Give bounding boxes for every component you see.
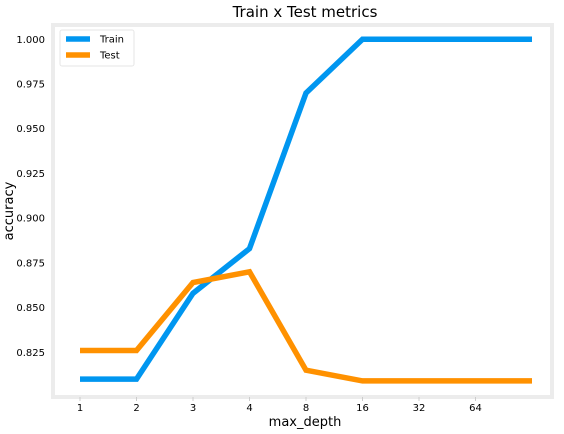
y-tick-label: 1.000 bbox=[16, 35, 45, 46]
x-tick-label: 16 bbox=[356, 403, 369, 414]
legend-label-train: Train bbox=[99, 35, 124, 46]
x-tick-label: 1 bbox=[77, 403, 83, 414]
series-line-train bbox=[80, 36, 532, 382]
y-axis-label: accuracy bbox=[2, 181, 17, 240]
legend: Train Test bbox=[59, 29, 135, 67]
x-tick-label: 8 bbox=[303, 403, 309, 414]
series-layer bbox=[80, 36, 532, 384]
x-tick-label: 2 bbox=[133, 403, 139, 414]
x-tick-label: 3 bbox=[190, 403, 196, 414]
x-axis-label: max_depth bbox=[269, 415, 342, 430]
y-tick-label: 0.925 bbox=[16, 169, 45, 180]
chart-title: Train x Test metrics bbox=[232, 3, 378, 21]
y-tick-label: 0.900 bbox=[16, 214, 45, 225]
x-tick-label: 32 bbox=[413, 403, 426, 414]
plot-frame bbox=[51, 23, 554, 399]
legend-label-test: Test bbox=[99, 51, 120, 62]
series-line-test bbox=[80, 268, 532, 384]
x-axis: 1 2 3 4 8 16 32 64 bbox=[77, 397, 482, 414]
y-tick-label: 0.825 bbox=[16, 348, 45, 359]
y-tick-label: 0.950 bbox=[16, 124, 45, 135]
y-tick-label: 0.975 bbox=[16, 80, 45, 91]
y-tick-label: 0.850 bbox=[16, 303, 45, 314]
y-tick-label: 0.875 bbox=[16, 258, 45, 269]
y-axis: 0.825 0.850 0.875 0.900 0.925 0.950 0.975 1.000 bbox=[16, 35, 45, 359]
x-tick-label: 4 bbox=[246, 403, 252, 414]
x-tick-label: 64 bbox=[469, 403, 482, 414]
